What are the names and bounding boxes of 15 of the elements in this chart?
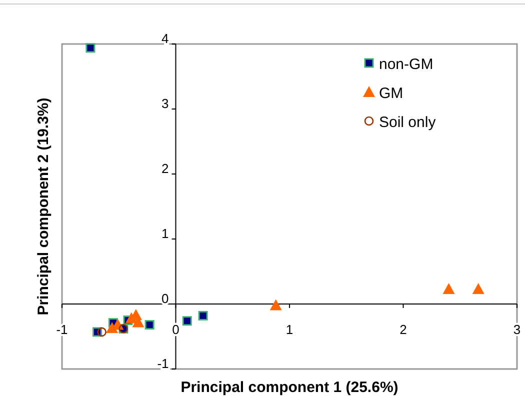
x-tick-label: 1: [286, 322, 294, 337]
x-tick-label: 3: [513, 322, 521, 337]
x-tick-label: -1: [56, 322, 68, 337]
y-axis-title: Principal component 2 (19.3%): [35, 98, 52, 316]
y-tick-label: 1: [162, 226, 169, 241]
y-tick-label: 4: [162, 31, 169, 46]
x-axis-title: Principal component 1 (25.6%): [180, 379, 398, 396]
legend-label: Soil only: [379, 114, 436, 131]
y-tick-label: 2: [162, 161, 169, 176]
x-tick-label: 2: [400, 322, 407, 337]
y-tick-label: 3: [162, 96, 169, 111]
legend-label: non-GM: [379, 56, 434, 73]
y-tick-label: -1: [157, 356, 169, 371]
legend-label: GM: [379, 85, 404, 102]
y-tick-label: 0: [162, 291, 169, 306]
